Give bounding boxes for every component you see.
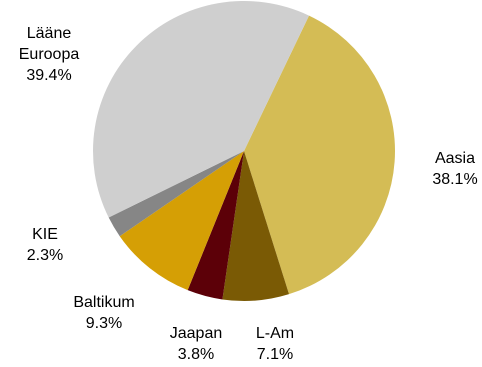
- slice-name-label-1-0: L-Am: [256, 325, 294, 342]
- slice-name-label-0-0: Aasia: [435, 150, 475, 167]
- slice-value-label-4: 2.3%: [27, 247, 63, 264]
- slice-value-label-3: 9.3%: [86, 315, 122, 332]
- pie-slice-kie: [108, 151, 245, 237]
- slice-value-label-2: 3.8%: [178, 346, 214, 363]
- pie-slice-baltikum: [119, 151, 244, 291]
- pie-slices: [93, 0, 395, 301]
- slice-name-label-5-0: Lääne: [27, 25, 72, 42]
- slice-value-label-0: 38.1%: [432, 171, 477, 188]
- pie-slice-jaapan: [187, 151, 244, 300]
- slice-name-label-2-0: Jaapan: [170, 325, 223, 342]
- slice-name-label-4-0: KIE: [32, 226, 58, 243]
- slice-name-label-3-0: Baltikum: [73, 294, 134, 311]
- pie-slice-l-ne-euroopa: [93, 0, 310, 218]
- slice-value-label-1: 7.1%: [257, 346, 293, 363]
- pie-slice-l-am: [222, 151, 289, 301]
- slice-value-label-5: 39.4%: [26, 67, 71, 84]
- pie-labels: Aasia 38.1% L-Am 7.1% Jaapan 3.8% Baltikum 9.3%…: [19, 25, 478, 363]
- pie-slice-aasia: [244, 15, 395, 295]
- slice-name-label-5-1: Euroopa: [19, 46, 80, 63]
